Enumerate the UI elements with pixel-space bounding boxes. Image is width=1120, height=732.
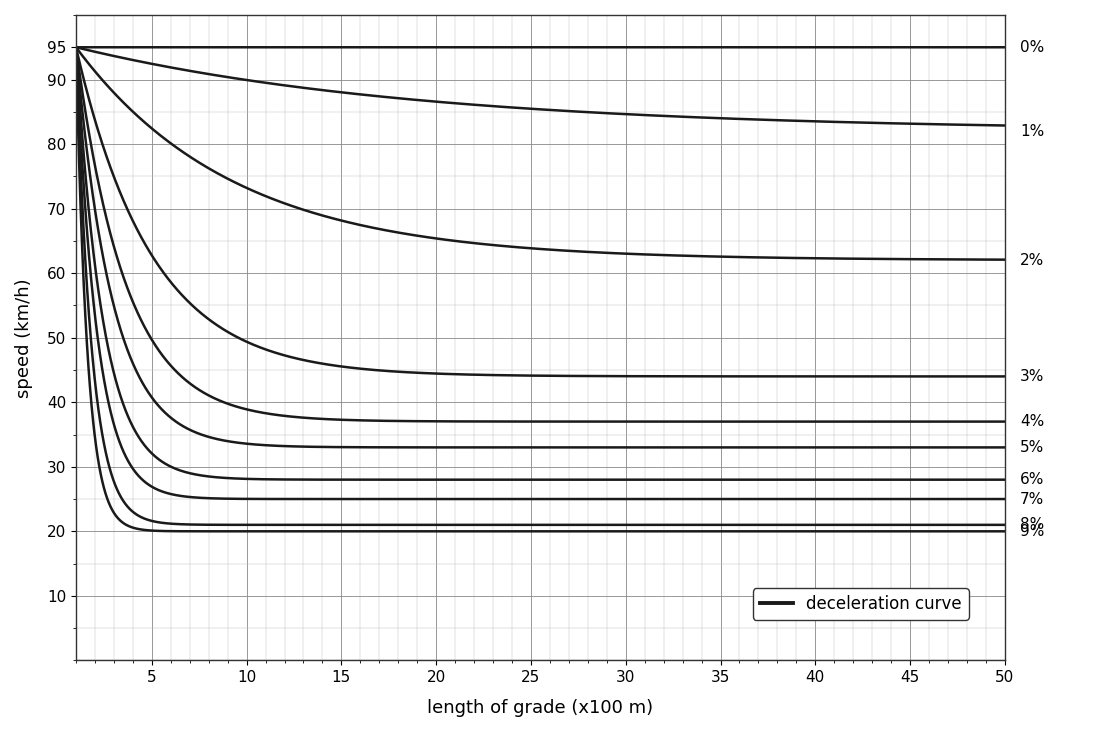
Text: 5%: 5% <box>1020 440 1044 455</box>
Text: 2%: 2% <box>1020 253 1044 268</box>
Text: 8%: 8% <box>1020 518 1044 532</box>
Text: 9%: 9% <box>1020 524 1044 539</box>
Text: 4%: 4% <box>1020 414 1044 429</box>
Y-axis label: speed (km/h): speed (km/h) <box>15 278 32 397</box>
X-axis label: length of grade (x100 m): length of grade (x100 m) <box>428 699 653 717</box>
Text: 1%: 1% <box>1020 124 1044 138</box>
Text: 0%: 0% <box>1020 40 1044 55</box>
Text: 3%: 3% <box>1020 369 1044 384</box>
Legend: deceleration curve: deceleration curve <box>753 589 969 620</box>
Text: 6%: 6% <box>1020 472 1044 488</box>
Text: 7%: 7% <box>1020 492 1044 507</box>
